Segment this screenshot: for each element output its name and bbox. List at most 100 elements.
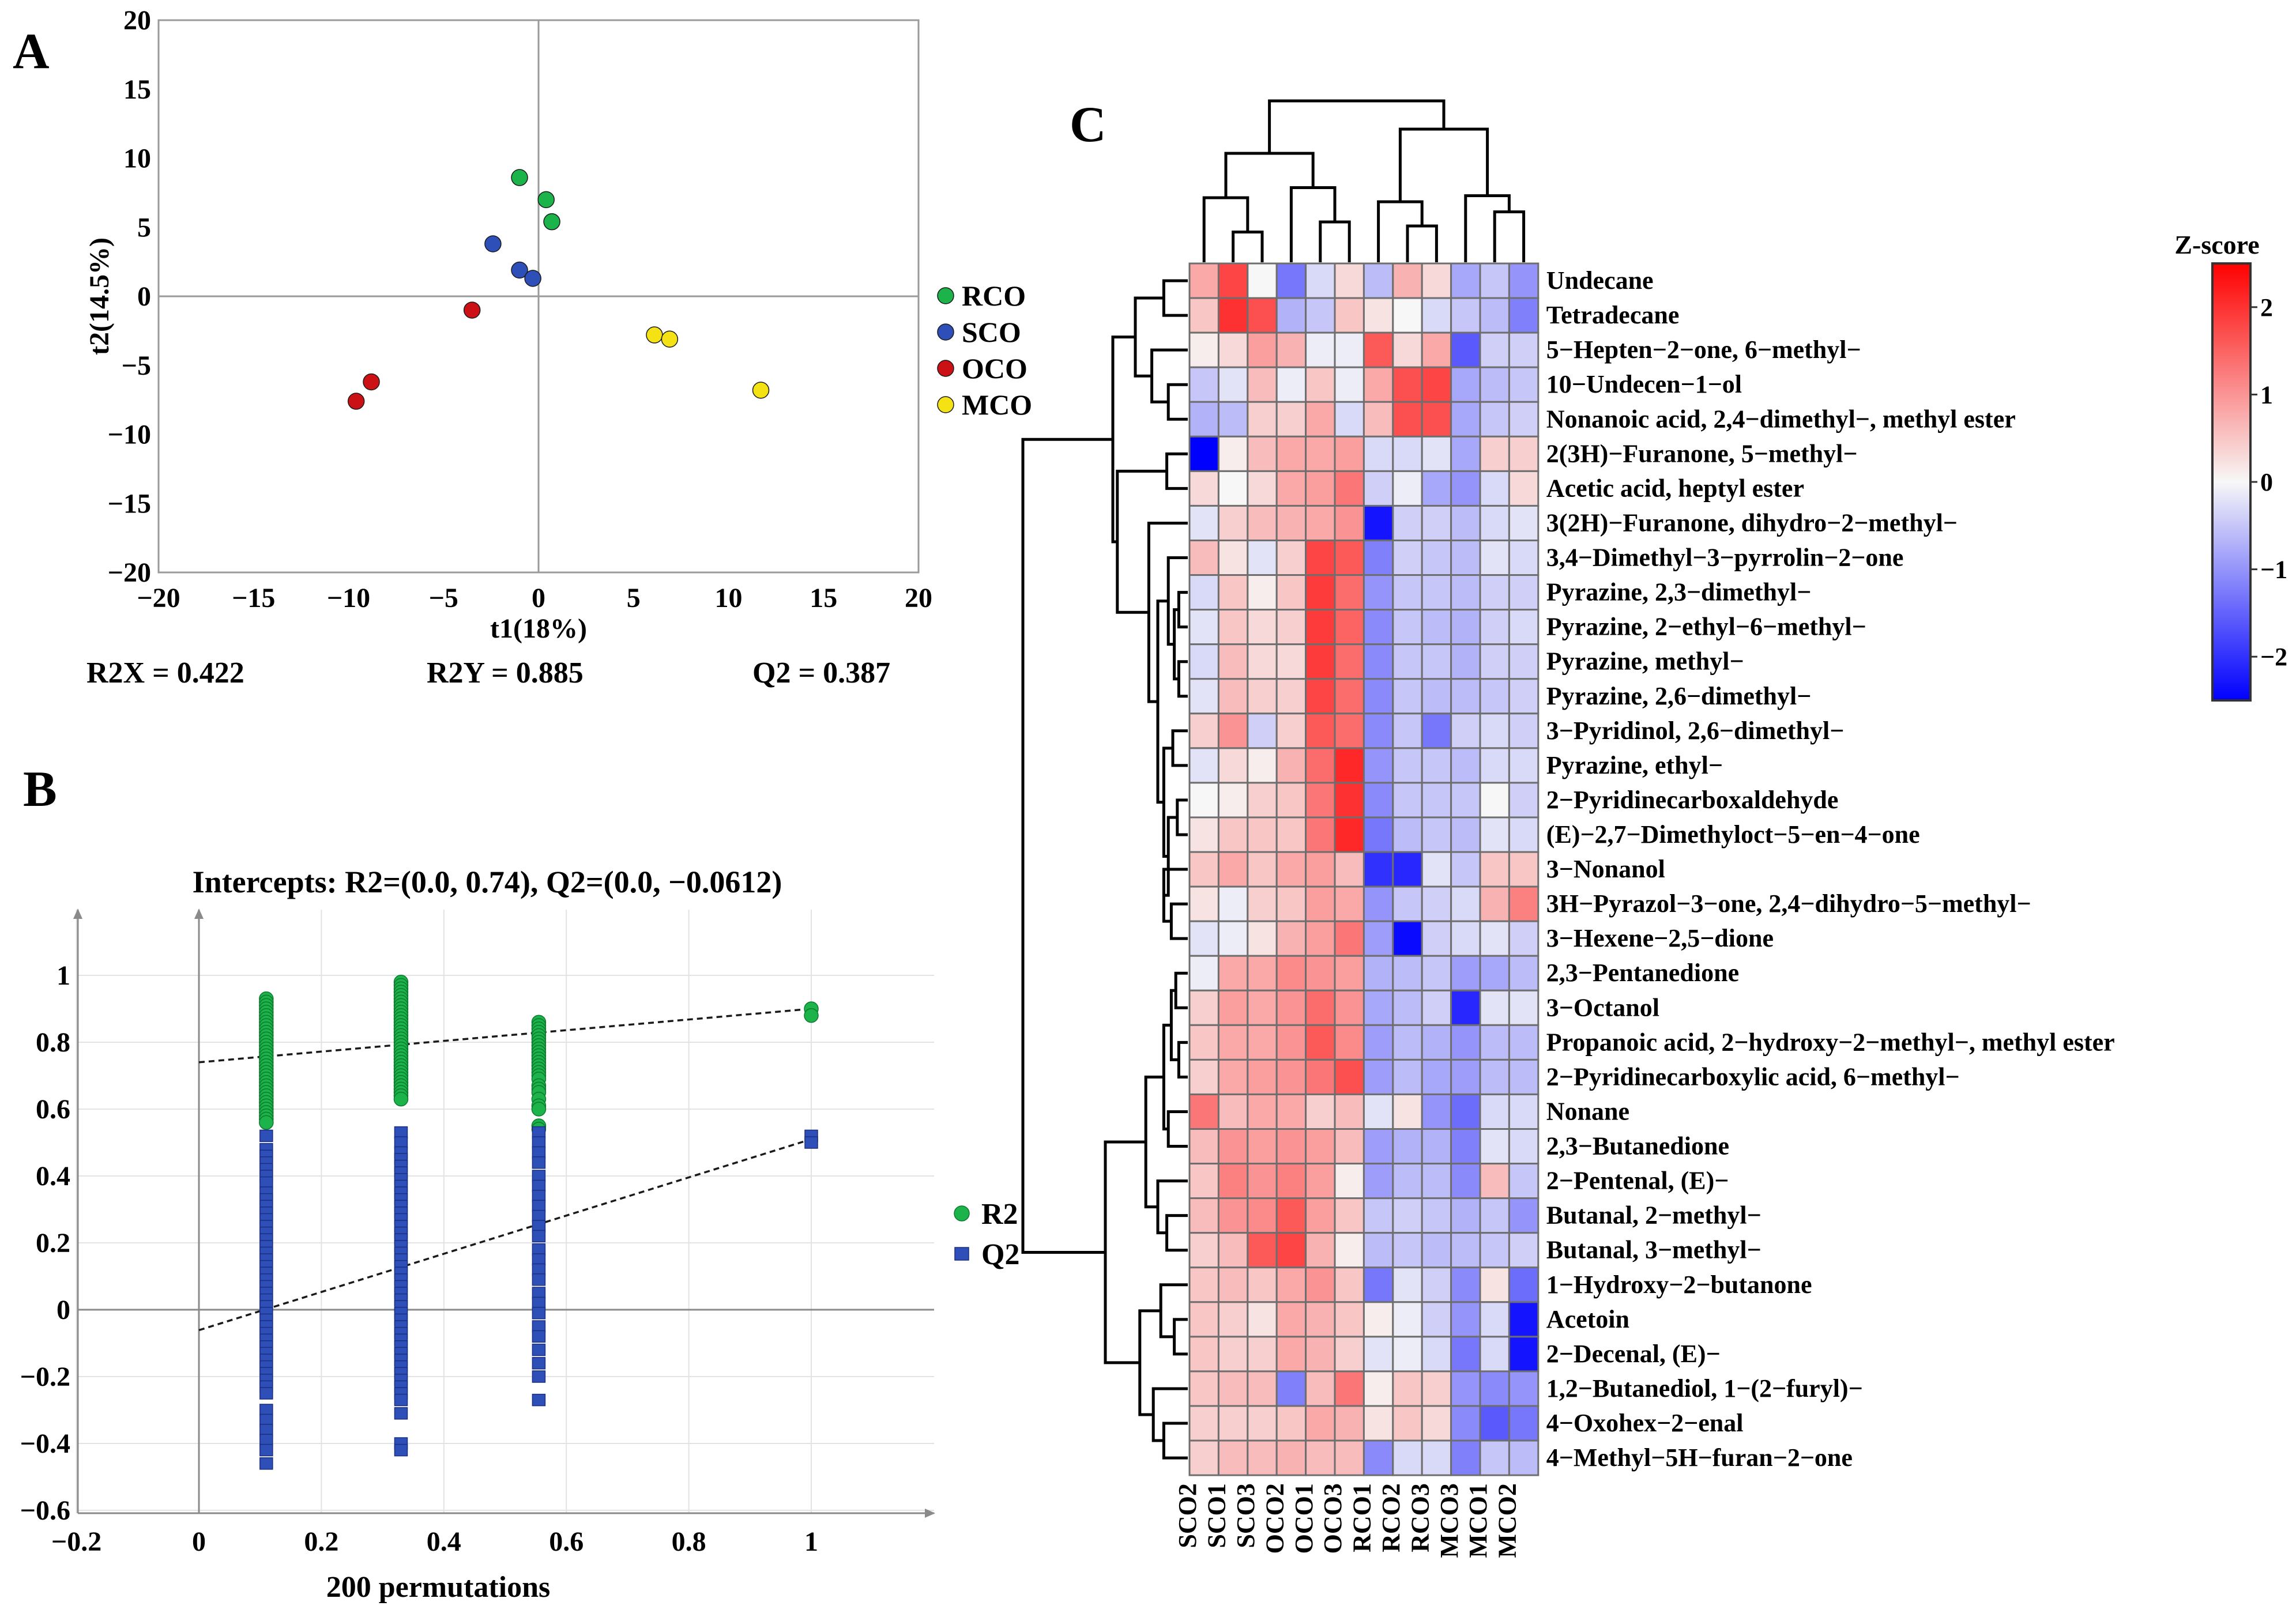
- heatmap-cell: [1362, 1197, 1394, 1234]
- panel-a-r2x: R2X = 0.422: [86, 657, 244, 689]
- color-scale-tick-label: 0: [2260, 468, 2273, 496]
- heatmap-cell: [1275, 851, 1307, 888]
- heatmap-cell: [1392, 574, 1423, 611]
- heatmap-cell: [1275, 1405, 1307, 1442]
- heatmap-cell: [1421, 1128, 1452, 1165]
- row-dendrogram-branch: [1165, 452, 1188, 490]
- heatmap-row-label: 2−Decenal, (E)−: [1546, 1340, 1721, 1368]
- panel-a-xlabel: t1(18%): [490, 613, 587, 644]
- heatmap-cell: [1479, 920, 1510, 957]
- heatmap-cell: [1275, 1163, 1307, 1200]
- legend-label-sco: SCO: [962, 316, 1021, 348]
- heatmap-cell: [1275, 609, 1307, 646]
- panel-a-point-oco: [463, 301, 481, 319]
- heatmap-cell: [1362, 989, 1394, 1026]
- panel-b-point-q2: [259, 1129, 273, 1143]
- heatmap-cell: [1275, 920, 1307, 957]
- heatmap-cell: [1247, 851, 1278, 888]
- heatmap-cell: [1275, 470, 1307, 507]
- heatmap-cell: [1275, 1093, 1307, 1130]
- panel-a-point-rco: [537, 191, 555, 209]
- heatmap-cell: [1508, 539, 1540, 576]
- heatmap-cell: [1421, 989, 1452, 1026]
- heatmap-cell: [1334, 1232, 1365, 1269]
- heatmap-cell: [1508, 1405, 1540, 1442]
- panel-a-ticks: −20 −15 −10 −5 0 5 10 15 20 20 15 10 5 0 −5 −10 −15 −20: [108, 5, 932, 613]
- heatmap-cell: [1450, 1439, 1481, 1476]
- column-dendrogram-branch: [1319, 220, 1351, 262]
- heatmap-cell: [1508, 1197, 1540, 1234]
- panel-b-point-r2: [531, 1102, 547, 1117]
- heatmap-cell: [1247, 262, 1278, 299]
- heatmap-cell: [1217, 366, 1249, 403]
- heatmap-cell: [1305, 1266, 1336, 1303]
- column-dendrogram-branch: [1289, 186, 1337, 262]
- heatmap-cell: [1247, 1439, 1278, 1476]
- heatmap-cell: [1421, 851, 1452, 888]
- heatmap-cell: [1421, 609, 1452, 646]
- heatmap-cell: [1479, 435, 1510, 472]
- heatmap-cell: [1217, 955, 1249, 992]
- heatmap-cell: [1508, 643, 1540, 680]
- heatmap-cell: [1479, 747, 1510, 784]
- heatmap-cell: [1450, 747, 1481, 784]
- color-scale-bar: [2211, 262, 2252, 702]
- heatmap-cell: [1305, 331, 1336, 368]
- heatmap-cell: [1508, 885, 1540, 922]
- heatmap-cell: [1275, 678, 1307, 715]
- heatmap-cell: [1247, 539, 1278, 576]
- panel-a-ytick: −20: [108, 557, 151, 588]
- heatmap-cell: [1247, 782, 1278, 819]
- panel-b-ytick: −0.6: [20, 1495, 70, 1526]
- heatmap-cell: [1421, 1197, 1452, 1234]
- panel-b-point-q2: [532, 1156, 546, 1169]
- panel-b-point-q2: [532, 1230, 546, 1243]
- heatmap-cell: [1188, 1093, 1219, 1130]
- heatmap-cell: [1421, 539, 1452, 576]
- heatmap-cell: [1421, 470, 1452, 507]
- heatmap-cell: [1479, 782, 1510, 819]
- heatmap-cell: [1479, 678, 1510, 715]
- heatmap-cell: [1247, 574, 1278, 611]
- heatmap-cell: [1421, 713, 1452, 749]
- panel-a-xtick: 5: [627, 583, 641, 613]
- row-dendrogram-branch: [1177, 1041, 1188, 1079]
- heatmap-cell: [1479, 297, 1510, 334]
- heatmap-cell: [1508, 1266, 1540, 1303]
- heatmap-column-label: MCO3: [1435, 1483, 1463, 1558]
- heatmap-cell: [1217, 885, 1249, 922]
- heatmap-cell: [1305, 1093, 1336, 1130]
- heatmap-row-label: Pyrazine, ethyl−: [1546, 751, 1723, 779]
- heatmap-cell: [1217, 920, 1249, 957]
- panel-c-cells: [1188, 262, 1540, 1476]
- heatmap-cell: [1421, 1336, 1452, 1373]
- heatmap-cell: [1305, 574, 1336, 611]
- heatmap-cell: [1247, 1024, 1278, 1061]
- heatmap-cell: [1275, 747, 1307, 784]
- color-scale-tick-label: −1: [2260, 556, 2287, 584]
- panel-b-grid: [76, 910, 934, 1513]
- heatmap-cell: [1217, 989, 1249, 1026]
- heatmap-cell: [1479, 1093, 1510, 1130]
- heatmap-cell: [1305, 1301, 1336, 1338]
- heatmap-cell: [1247, 504, 1278, 541]
- heatmap-cell: [1334, 885, 1365, 922]
- heatmap-cell: [1362, 816, 1394, 853]
- heatmap-cell: [1508, 920, 1540, 957]
- heatmap-cell: [1305, 643, 1336, 680]
- heatmap-cell: [1508, 1128, 1540, 1165]
- column-dendrogram-branch: [1398, 127, 1489, 202]
- heatmap-cell: [1275, 955, 1307, 992]
- heatmap-cell: [1217, 1128, 1249, 1165]
- heatmap-row-label: Pyrazine, 2,3−dimethyl−: [1546, 578, 1812, 606]
- heatmap-column-label: OCO1: [1290, 1483, 1318, 1554]
- heatmap-cell: [1392, 1370, 1423, 1407]
- heatmap-cell: [1450, 331, 1481, 368]
- heatmap-cell: [1362, 366, 1394, 403]
- panel-b-x-arrow: [925, 1509, 935, 1518]
- heatmap-cell: [1334, 1197, 1365, 1234]
- row-dendrogram-branch: [1151, 1387, 1188, 1442]
- heatmap-cell: [1305, 1439, 1336, 1476]
- panel-a-ytick: 10: [123, 144, 151, 174]
- panel-b-ytick: 0.8: [36, 1027, 70, 1058]
